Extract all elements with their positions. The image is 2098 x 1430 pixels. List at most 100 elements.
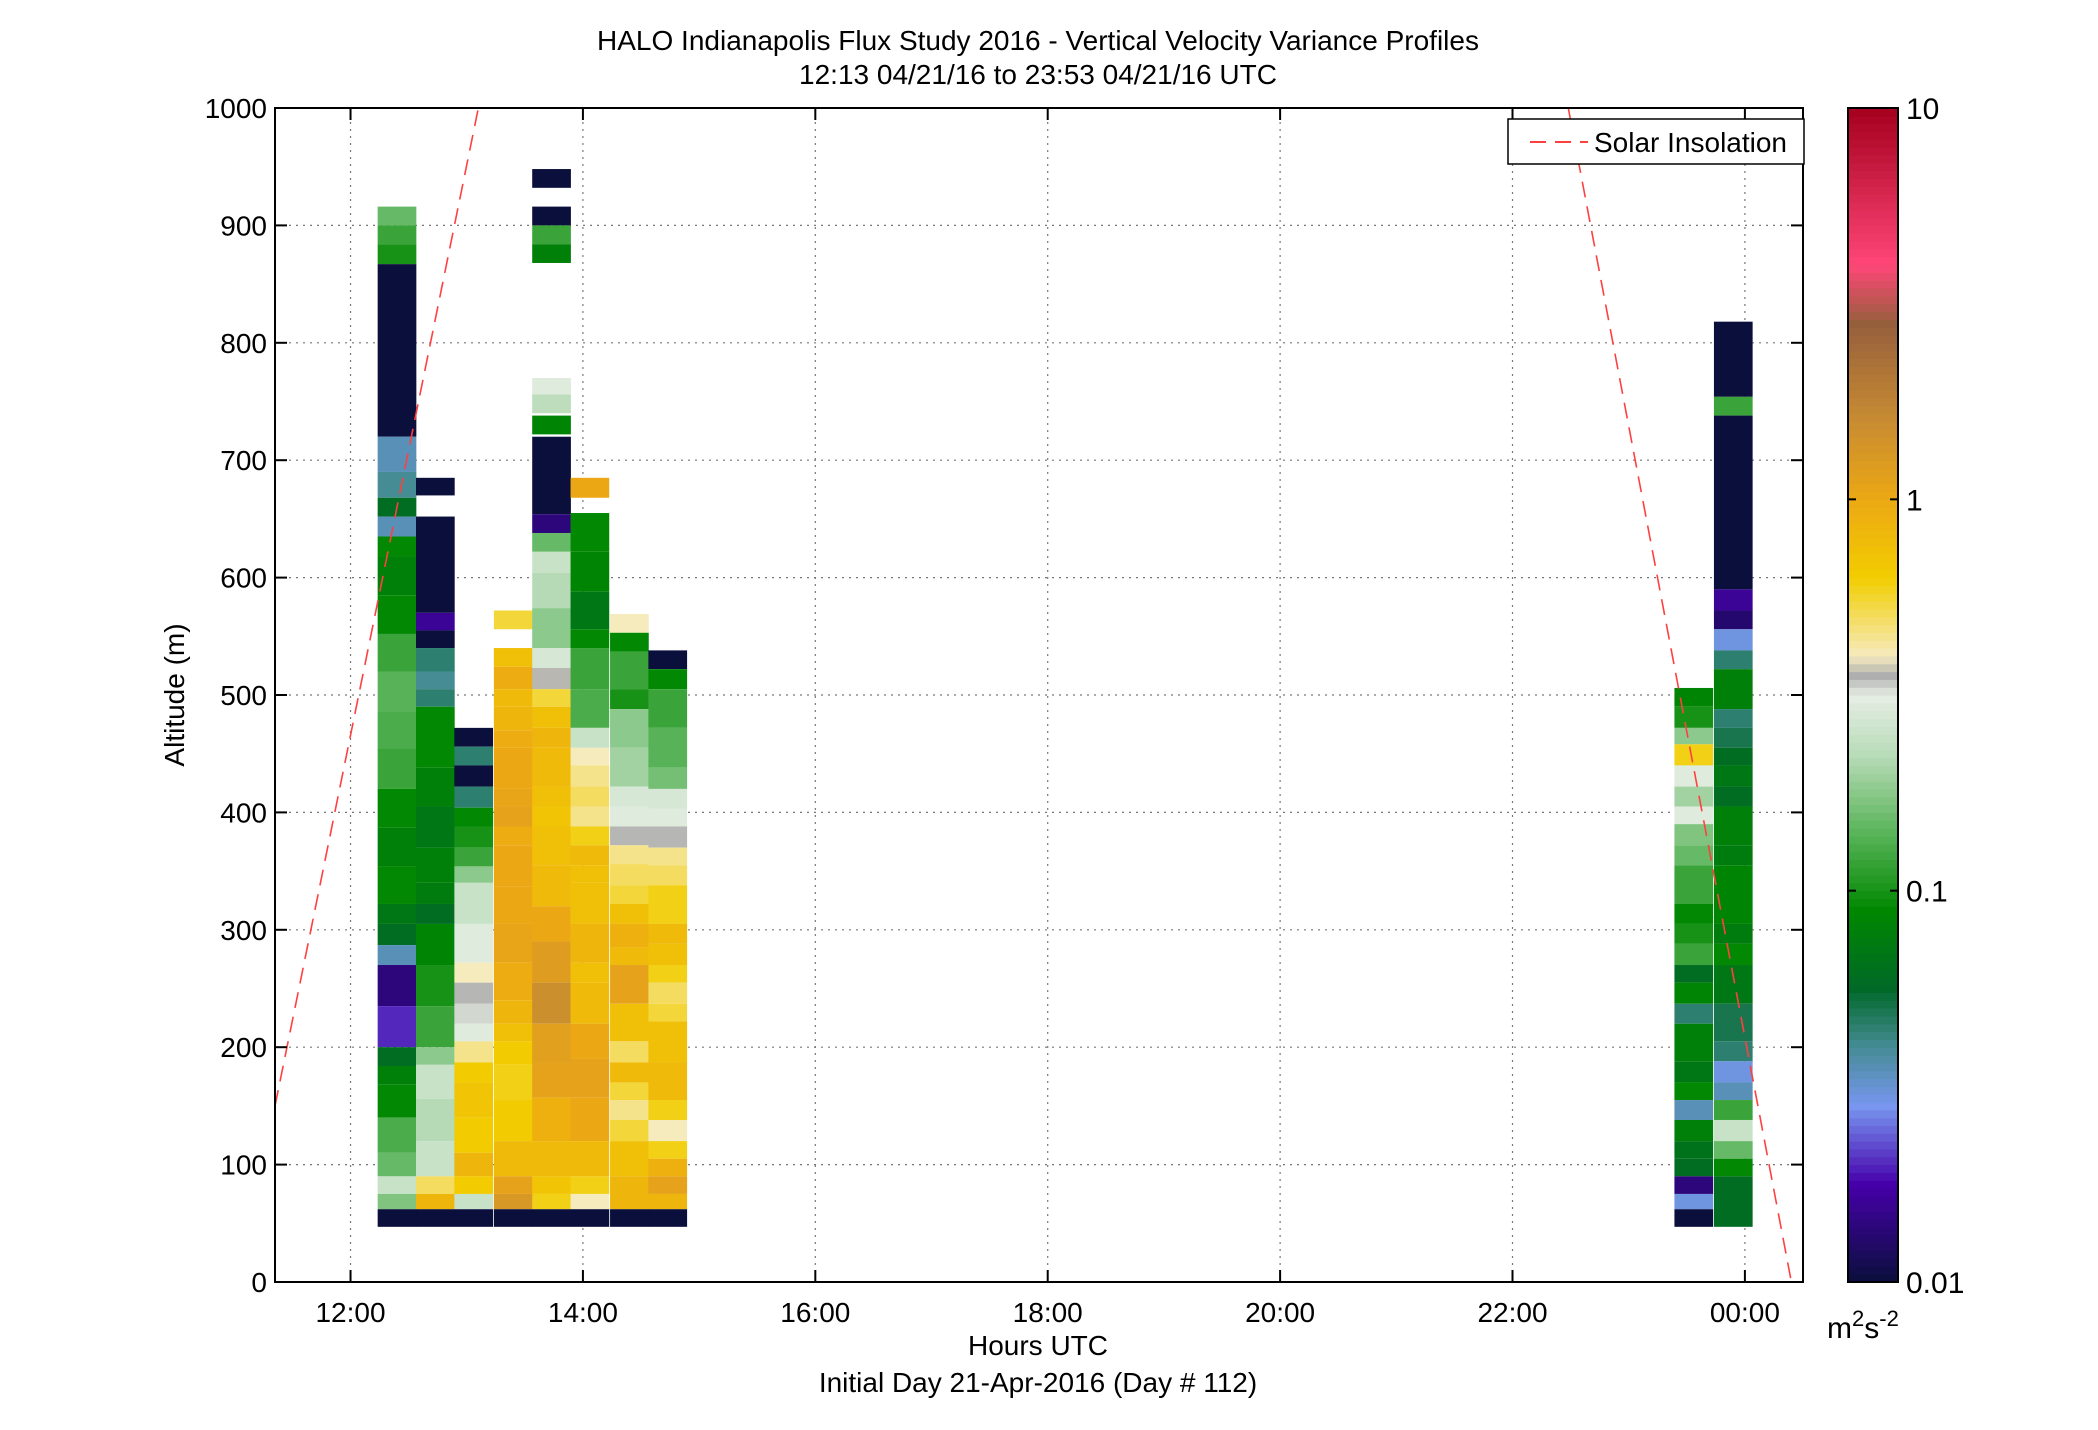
colorbar-swatch <box>1848 898 1898 907</box>
heatmap-cell <box>493 666 533 690</box>
heatmap-cell <box>610 786 649 807</box>
heatmap-cell <box>454 982 494 1004</box>
colorbar-swatch <box>1848 1047 1898 1056</box>
heatmap-cell <box>416 706 455 768</box>
colorbar-swatch <box>1848 1094 1898 1103</box>
heatmap-cell <box>532 572 571 609</box>
heatmap-cell <box>570 806 610 827</box>
heatmap-cell <box>1713 747 1753 766</box>
heatmap-cell <box>610 864 649 886</box>
colorbar-swatch <box>1848 115 1898 125</box>
heatmap-cell <box>648 1141 688 1159</box>
heatmap-cell <box>532 415 571 435</box>
colorbar-swatch <box>1848 350 1898 360</box>
heatmap-cell <box>493 886 533 924</box>
colorbar-swatch <box>1848 1078 1898 1087</box>
heatmap-cell <box>454 765 494 787</box>
heatmap-cell <box>532 648 571 668</box>
heatmap-cell <box>1713 865 1753 924</box>
heatmap-cell <box>570 1193 610 1210</box>
colorbar-swatch <box>1848 358 1898 367</box>
colorbar-swatch <box>1848 397 1898 407</box>
colorbar-swatch <box>1848 1242 1898 1252</box>
heatmap-cell <box>1674 982 1714 1004</box>
colorbar-swatch <box>1848 875 1898 884</box>
colorbar-swatch <box>1848 186 1898 195</box>
heatmap-cell <box>532 206 571 226</box>
colorbar-swatch <box>1848 546 1898 555</box>
colorbar-swatch <box>1848 741 1898 751</box>
heatmap-cell <box>570 513 610 552</box>
heatmap-cell <box>532 225 571 245</box>
heatmap-cell <box>610 1176 649 1210</box>
colorbar-swatch <box>1848 812 1898 821</box>
colorbar-swatch <box>1848 734 1898 743</box>
heatmap-cell <box>416 1006 455 1048</box>
heatmap-cell <box>570 1176 610 1194</box>
heatmap-cell <box>493 788 533 807</box>
heatmap-cell <box>532 436 571 515</box>
colorbar-swatch <box>1848 209 1898 219</box>
heatmap-cell <box>1674 687 1714 707</box>
heatmap-cell <box>454 1082 494 1118</box>
heatmap-cell <box>493 1209 533 1227</box>
heatmap-cell <box>454 1003 494 1024</box>
heatmap-cell <box>377 633 417 672</box>
colorbar-swatch <box>1848 1258 1898 1267</box>
heatmap-cell <box>1674 943 1714 966</box>
colorbar-swatch <box>1848 616 1898 626</box>
heatmap-cell <box>1713 629 1753 651</box>
colorbar-swatch <box>1848 1000 1898 1009</box>
heatmap-cell <box>648 1100 688 1120</box>
colorbar-swatch <box>1848 374 1898 383</box>
heatmap-cell <box>377 1176 417 1194</box>
heatmap-cell <box>570 826 610 846</box>
colorbar-unit-base: m <box>1827 1312 1852 1345</box>
heatmap-cell <box>377 1193 417 1210</box>
heatmap-cell <box>570 477 610 498</box>
colorbar-swatch <box>1848 1274 1898 1283</box>
heatmap-cell <box>532 1193 571 1210</box>
colorbar-swatch <box>1848 1015 1898 1025</box>
colorbar-swatch <box>1848 522 1898 532</box>
heatmap-cell <box>570 845 610 866</box>
heatmap-cell <box>648 808 688 827</box>
colorbar-swatch <box>1848 475 1898 485</box>
heatmap-cell <box>1713 943 1753 966</box>
heatmap-cell <box>610 1003 649 1042</box>
colorbar-swatch <box>1848 217 1898 226</box>
colorbar-swatch <box>1848 366 1898 375</box>
heatmap-cell <box>648 788 688 809</box>
colorbar-swatch <box>1848 460 1898 469</box>
colorbar-swatch <box>1848 937 1898 947</box>
colorbar-swatch <box>1848 992 1898 1001</box>
heatmap-cell <box>377 536 417 557</box>
colorbar-swatch <box>1848 921 1898 931</box>
heatmap-cell <box>610 1209 649 1227</box>
colorbar-tick-label: 10 <box>1906 93 1939 126</box>
colorbar-swatch <box>1848 389 1898 399</box>
heatmap-cell <box>416 903 455 924</box>
heatmap-cell <box>648 847 688 866</box>
x-tick-label: 14:00 <box>548 1297 618 1328</box>
heatmap-cell <box>648 943 688 966</box>
heatmap-cell <box>532 378 571 395</box>
heatmap-cell <box>610 965 649 1004</box>
heatmap-cell <box>454 807 494 827</box>
colorbar-swatch <box>1848 984 1898 994</box>
colorbar-swatch <box>1848 726 1898 735</box>
heatmap-cell <box>493 1141 533 1177</box>
colorbar-swatch <box>1848 1219 1898 1228</box>
colorbar-swatch <box>1848 444 1898 453</box>
heatmap-cell <box>377 556 417 596</box>
heatmap-cell <box>648 727 688 768</box>
colorbar-swatch <box>1848 256 1898 266</box>
heatmap-cell <box>377 671 417 712</box>
heatmap-cell <box>454 1209 494 1227</box>
colorbar-swatch <box>1848 1164 1898 1174</box>
heatmap-cell <box>648 689 688 728</box>
heatmap-cell <box>377 827 417 867</box>
colorbar-swatch <box>1848 1188 1898 1197</box>
heatmap-cell <box>648 982 688 1004</box>
y-axis-ticks: 0 100 200 300 400 500 600 700 800 900 1000 <box>205 93 1803 1298</box>
